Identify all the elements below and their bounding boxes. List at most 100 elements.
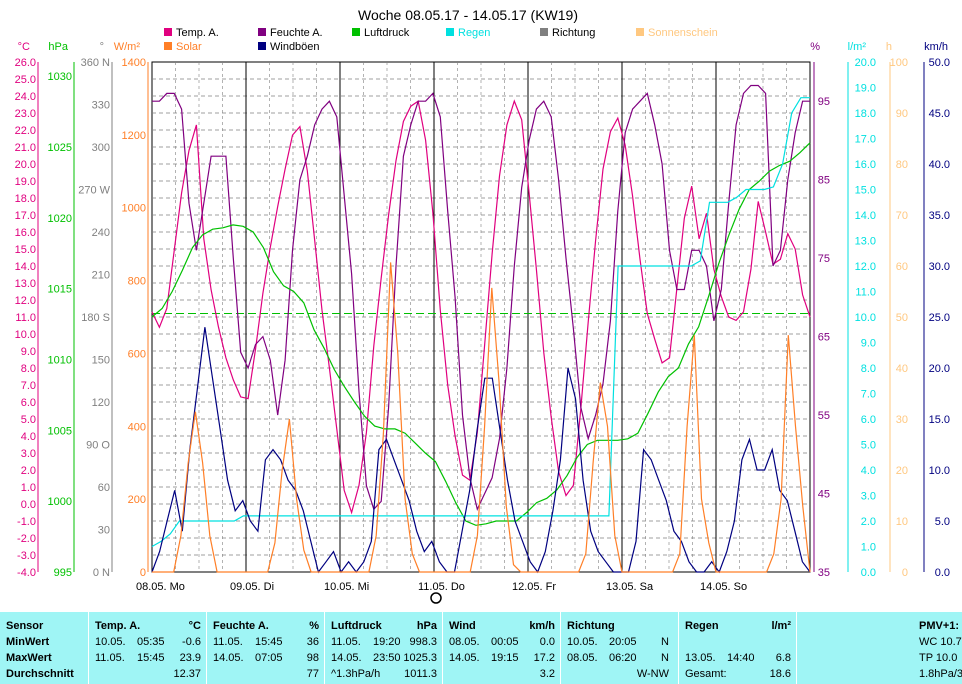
temp-tick-1: 25.0 — [15, 74, 36, 86]
rain-tick-11: 9.0 — [861, 338, 876, 350]
temp-tick-26: 0.0 — [21, 499, 36, 511]
wind-tick-9: 5.0 — [935, 516, 950, 528]
rain-tick-16: 4.0 — [861, 465, 876, 477]
sun-tick-1: 90 — [896, 108, 908, 120]
hum-tick-4: 55 — [818, 410, 830, 422]
unit-press: hPa — [48, 41, 68, 53]
press-min-time: 19:20 — [373, 636, 401, 648]
temp-tick-21: 5.0 — [21, 414, 36, 426]
rain-tick-3: 17.0 — [855, 134, 876, 146]
solar-tick-7: 0 — [140, 567, 146, 579]
dir-header: Richtung — [567, 620, 615, 632]
unit-dir: ° — [100, 41, 104, 53]
x-label-6: 14.05. So — [700, 581, 747, 593]
hum-tick-3: 65 — [818, 332, 830, 344]
pmv-tp: TP 10.0 — [919, 652, 958, 664]
scroll-marker[interactable] — [430, 592, 442, 604]
temp-tick-20: 6.0 — [21, 397, 36, 409]
hum-max-time: 07:05 — [255, 652, 283, 664]
pmv-wc: WC 10.7 — [919, 636, 962, 648]
dir-tick-2: 300 — [92, 142, 110, 154]
x-label-2: 10.05. Mi — [324, 581, 369, 593]
rain-tick-9: 11.0 — [855, 287, 876, 299]
legend-swatch-1 — [164, 42, 172, 50]
wind-tick-7: 15.0 — [929, 414, 950, 426]
temp-tick-22: 4.0 — [21, 431, 36, 443]
temp-tick-29: -3.0 — [17, 550, 36, 562]
dir-avg-value: W-NW — [636, 668, 669, 680]
unit-rain: l/m² — [848, 41, 867, 53]
sun-tick-4: 60 — [896, 261, 908, 273]
rain-tick-13: 7.0 — [861, 389, 876, 401]
legend-label-6: Richtung — [552, 27, 595, 39]
temp-avg-value: 12.37 — [173, 668, 201, 680]
temp-tick-7: 19.0 — [15, 176, 36, 188]
sun-tick-7: 30 — [896, 414, 908, 426]
rain-tick-10: 10.0 — [855, 312, 876, 324]
rain-max-date: 13.05. — [685, 652, 716, 664]
dir-max-time: 06:20 — [609, 652, 637, 664]
sun-tick-0: 100 — [890, 57, 908, 69]
sun-tick-8: 20 — [896, 465, 908, 477]
dir-tick-10: 60 — [98, 482, 110, 494]
temp-tick-0: 26.0 — [15, 57, 36, 69]
legend-swatch-0 — [164, 28, 172, 36]
wind-max-date: 14.05. — [449, 652, 480, 664]
wind-tick-1: 45.0 — [929, 108, 950, 120]
temp-column: Temp. A. °C 10.05. 05:35 -0.6 11.05. 15:45 23… — [88, 612, 207, 684]
legend-label-5: Regen — [458, 27, 490, 39]
temp-header: Temp. A. — [95, 620, 141, 632]
legend-label-7: Sonnenschein — [648, 27, 718, 39]
temp-tick-12: 14.0 — [15, 261, 36, 273]
hum-tick-6: 35 — [818, 567, 830, 579]
x-label-3: 11.05. Do — [418, 581, 465, 593]
series-line-2 — [151, 142, 811, 526]
plot-lines — [151, 84, 811, 574]
x-label-4: 12.05. Fr — [512, 581, 556, 593]
wind-max-value: 17.2 — [533, 652, 555, 664]
rain-tick-18: 2.0 — [861, 516, 876, 528]
press-tick-4: 1010 — [48, 355, 72, 367]
temp-max-date: 11.05. — [95, 652, 125, 664]
temp-tick-4: 22.0 — [15, 125, 36, 137]
temp-tick-25: 1.0 — [21, 482, 36, 494]
solar-tick-3: 800 — [128, 276, 146, 288]
hum-max-date: 14.05. — [213, 652, 244, 664]
press-header: Luftdruck — [331, 620, 382, 632]
hum-tick-2: 75 — [818, 253, 830, 265]
wind-tick-4: 30.0 — [929, 261, 950, 273]
dir-min-date: 10.05. — [567, 636, 598, 648]
temp-tick-3: 23.0 — [15, 108, 36, 120]
avg-label: Durchschnitt — [6, 668, 74, 680]
dir-min-value: N — [661, 636, 669, 648]
rain-tick-1: 19.0 — [855, 83, 876, 95]
press-tick-1: 1025 — [48, 142, 72, 154]
x-label-0: 08.05. Mo — [136, 581, 185, 593]
legend-swatch-6 — [540, 28, 548, 36]
rain-tick-12: 8.0 — [861, 363, 876, 375]
temp-tick-2: 24.0 — [15, 91, 36, 103]
temp-tick-27: -1.0 — [17, 516, 36, 528]
rain-max-value: 6.8 — [775, 652, 791, 664]
temp-tick-19: 7.0 — [21, 380, 36, 392]
hum-column: Feuchte A.% 11.05. 15:45 36 14.05. 07:05 98 … — [206, 612, 325, 684]
wind-column: Wind km/h 08.05. 00:05 0.0 14.05. 19:15 17.2 … — [442, 612, 561, 684]
temp-max-value: 23.9 — [179, 652, 201, 664]
wind-tick-8: 10.0 — [929, 465, 950, 477]
wind-max-time: 19:15 — [491, 652, 519, 664]
rain-tick-6: 14.0 — [855, 210, 876, 222]
legend: Temp. A. Solar Feuchte A. Windböen Luftdruck… — [164, 27, 718, 53]
temp-tick-28: -2.0 — [17, 533, 36, 545]
press-max-value: 1025.3 — [403, 652, 437, 664]
unit-wind: km/h — [924, 41, 948, 53]
hum-max-value: 98 — [306, 652, 319, 664]
rain-tick-2: 18.0 — [855, 108, 876, 120]
unit-hum: % — [810, 41, 820, 53]
dir-tick-6: 180 S — [81, 312, 110, 324]
dir-tick-8: 120 — [92, 397, 110, 409]
press-tick-3: 1015 — [48, 284, 72, 296]
hum-min-date: 11.05. — [213, 636, 243, 648]
press-max-date: 14.05. — [331, 652, 362, 664]
dir-min-time: 20:05 — [609, 636, 637, 648]
rain-tick-4: 16.0 — [855, 159, 876, 171]
